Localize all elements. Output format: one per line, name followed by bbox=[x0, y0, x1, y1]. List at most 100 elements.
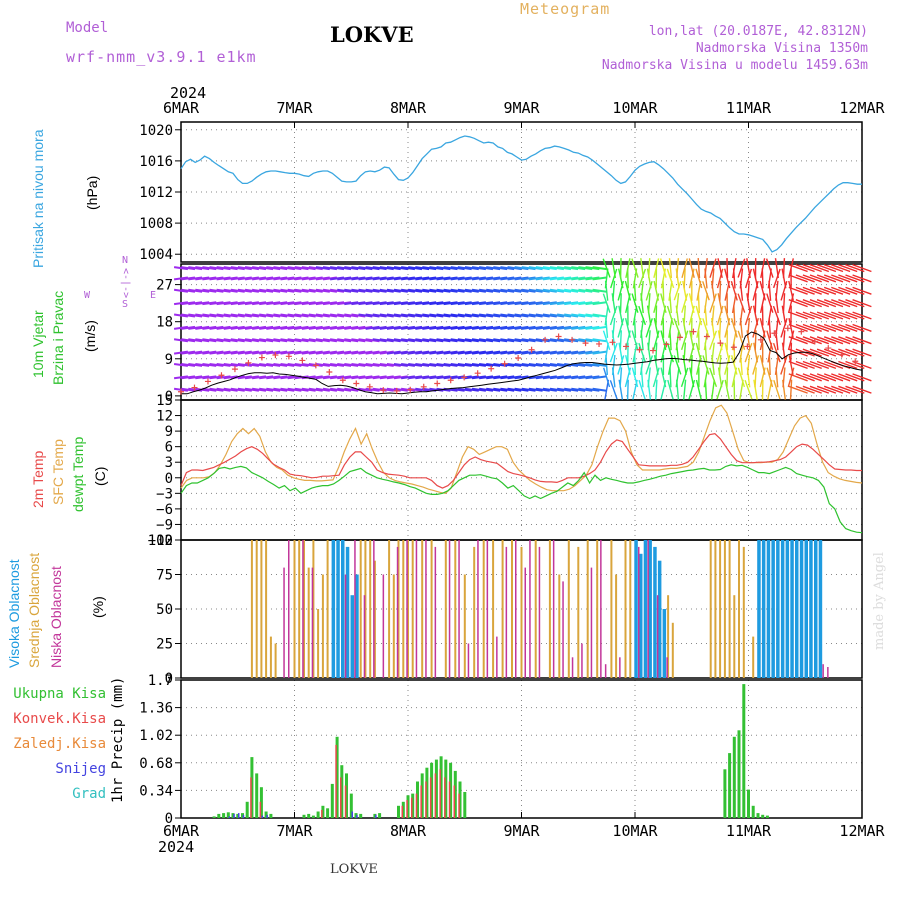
wind-barb bbox=[202, 325, 217, 330]
cloud-mid-bar bbox=[402, 540, 405, 678]
wind-barb bbox=[611, 258, 617, 279]
wind-barb bbox=[379, 325, 394, 330]
y-tick-label: 0 bbox=[165, 671, 173, 687]
wind-barb bbox=[230, 387, 245, 392]
wind-barb bbox=[802, 274, 822, 283]
cloud-high-bar bbox=[350, 595, 354, 678]
wind-barb bbox=[322, 313, 338, 318]
wind-barb bbox=[337, 325, 352, 330]
wind-barb bbox=[322, 266, 338, 271]
wind-barb bbox=[592, 363, 607, 367]
wind-barb bbox=[365, 266, 380, 271]
wind-barb bbox=[344, 313, 359, 318]
wind-barb bbox=[788, 280, 794, 301]
wind-barb bbox=[301, 387, 316, 392]
wind-barb bbox=[415, 266, 430, 271]
wind-barb bbox=[393, 325, 408, 330]
wind-barb bbox=[788, 385, 808, 394]
cloud-low-bar bbox=[344, 574, 347, 678]
wind-barb bbox=[744, 305, 753, 326]
wind-barb bbox=[838, 360, 858, 370]
precip-convective-bar bbox=[259, 801, 262, 818]
wind-barb bbox=[351, 288, 366, 293]
wind-barb bbox=[660, 367, 667, 388]
wind-barb bbox=[528, 266, 543, 271]
precip-total-bar bbox=[311, 815, 315, 818]
wind-barb bbox=[695, 305, 703, 326]
wind-barb bbox=[780, 281, 788, 301]
wind-barb bbox=[645, 355, 654, 375]
wind-barb bbox=[754, 367, 757, 388]
wind-barb bbox=[831, 385, 851, 394]
wind-barb bbox=[788, 323, 808, 332]
cloud-low-bar bbox=[581, 643, 583, 678]
wind-gust-marker bbox=[231, 366, 238, 373]
wind-gust-marker bbox=[528, 346, 535, 353]
wind-barb bbox=[845, 264, 865, 273]
wind-barb bbox=[464, 266, 479, 271]
cloud-low-bar bbox=[647, 540, 649, 678]
wind-barb bbox=[400, 266, 416, 271]
wind-barb bbox=[647, 330, 651, 351]
pressure-line bbox=[180, 135, 862, 253]
wind-barb bbox=[852, 373, 872, 382]
wind-barb bbox=[666, 268, 675, 289]
wind-barb bbox=[386, 266, 401, 271]
wind-barb bbox=[744, 268, 753, 289]
wind-gust-marker bbox=[811, 338, 818, 345]
precip-total-bar bbox=[212, 816, 216, 818]
wind-barb bbox=[823, 373, 844, 382]
wind-barb bbox=[202, 350, 217, 355]
y-tick-label: 27 bbox=[156, 278, 173, 294]
wind-barb bbox=[464, 325, 479, 330]
precip-convective-bar bbox=[415, 793, 418, 818]
wind-barb bbox=[617, 318, 625, 338]
wind-barb bbox=[237, 350, 252, 355]
wind-barb bbox=[816, 286, 837, 295]
wind-barb bbox=[478, 313, 494, 318]
wind-barb bbox=[752, 305, 759, 326]
wind-barb bbox=[718, 354, 722, 375]
wind-barb bbox=[471, 266, 487, 271]
wind-barb bbox=[429, 387, 444, 392]
wind-barb bbox=[645, 280, 653, 301]
wind-barb bbox=[209, 387, 224, 392]
wind-barb bbox=[747, 280, 750, 301]
wind-barb bbox=[556, 325, 572, 330]
wind-barb bbox=[625, 355, 631, 375]
wind-barb bbox=[802, 336, 822, 345]
cloud-high-bar bbox=[776, 540, 780, 678]
precip-total-bar bbox=[330, 783, 334, 818]
wind-barb bbox=[181, 325, 196, 330]
wind-barb bbox=[280, 325, 295, 330]
wind-gust-marker bbox=[784, 325, 791, 332]
wind-gust-marker bbox=[623, 343, 630, 350]
wind-barb bbox=[429, 266, 444, 271]
wind-barb bbox=[400, 325, 416, 330]
wind-barb bbox=[852, 274, 872, 283]
wind-barb bbox=[486, 313, 501, 318]
wind-gust-marker bbox=[636, 346, 643, 353]
wind-barb bbox=[337, 387, 352, 392]
wind-barb bbox=[237, 266, 252, 271]
wind-barb bbox=[831, 373, 851, 382]
wind-barb bbox=[329, 288, 345, 293]
wind-barb bbox=[571, 288, 586, 293]
wind-barb bbox=[244, 387, 260, 392]
cloud-high-bar bbox=[653, 546, 657, 678]
wind-barb bbox=[716, 379, 724, 400]
cloud-low-bar bbox=[666, 657, 668, 678]
wind-barb bbox=[852, 264, 872, 273]
wind-barb bbox=[652, 367, 660, 388]
wind-barb bbox=[287, 313, 302, 318]
cloud-high-bar bbox=[814, 540, 818, 678]
wind-barb bbox=[845, 385, 865, 394]
wind-barb bbox=[845, 360, 865, 370]
wind-barb bbox=[259, 387, 274, 392]
precip-total-bar bbox=[458, 781, 462, 818]
wind-barb bbox=[507, 325, 522, 330]
precip-total-bar bbox=[226, 812, 230, 818]
wind-barb bbox=[195, 266, 210, 271]
precip-total-bar bbox=[439, 756, 443, 818]
